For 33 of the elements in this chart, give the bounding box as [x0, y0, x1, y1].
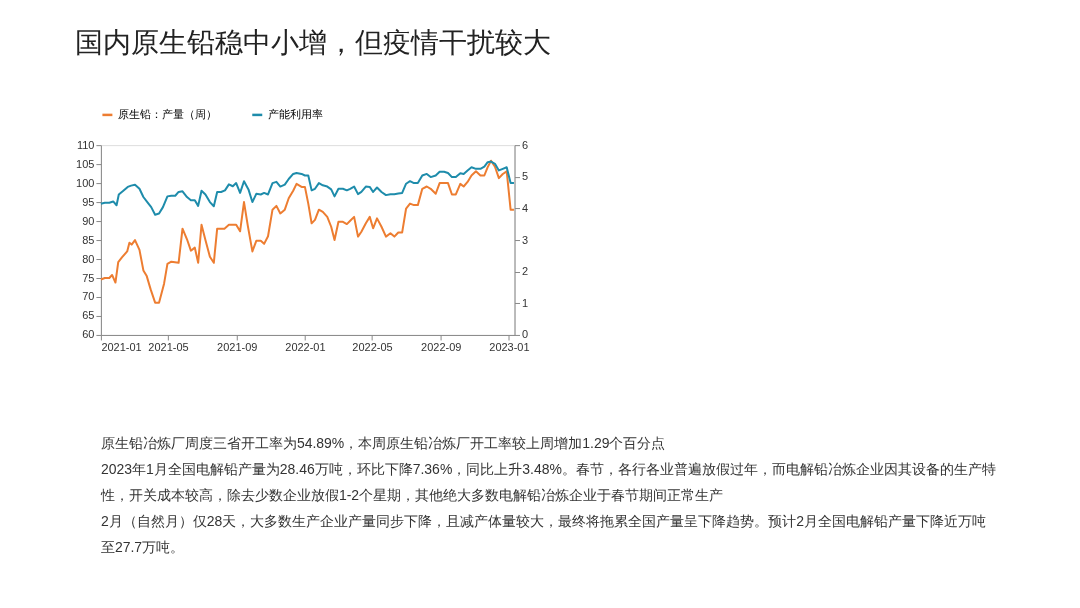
x-tick-label: 2021-05 [148, 341, 189, 354]
y-tick-label: 75 [82, 271, 95, 284]
y-tick-label: 95 [82, 195, 95, 208]
x-tick-label: 2022-05 [352, 341, 393, 354]
y-tick-label: 85 [82, 233, 95, 246]
line-series [99, 160, 515, 216]
x-tick-label: 2022-01 [285, 341, 326, 354]
y-tick-label: 110 [76, 138, 95, 151]
y2-tick-label: 6 [522, 138, 529, 151]
y2-tick-label: 3 [522, 233, 529, 246]
y-tick-label: 105 [76, 157, 95, 170]
x-tick-label: 2023-01 [489, 341, 530, 354]
y2-tick-label: 5 [522, 170, 529, 183]
text: 2月（自然月）仅28天，大多数生产企业产量同步下降，且减产体量较大，最终将拖累全国产量呈下降趋势。预计2月全国电解铅产量下降近万吨至27.7万吨。 [100, 512, 986, 555]
y-tick-label: 60 [82, 328, 95, 341]
x-tick-label: 2021-09 [217, 341, 258, 354]
text: 2023年1月全国电解铅产量为28.46万吨，环比下降7.36%，同比上升3.48%。春节，各行各业普遍放假过年，而电解铅冶炼企业因其设备的生产特性，开关成本较高，除去少数企业放假1-2个星期，其他绝大多数电解铅冶炼企业于春节期间正常生产 [99, 460, 996, 503]
y2-tick-label: 0 [522, 328, 529, 341]
y-tick-label: 90 [82, 214, 95, 227]
y-tick-label: 70 [82, 290, 95, 303]
x-tick-label: 2021-01 [101, 341, 142, 354]
y2-tick-label: 2 [522, 265, 529, 278]
legend-label: 原生铅：产量（周） [117, 107, 217, 120]
text: 原生铅冶炼厂周度三省开工率为54.89%，本周原生铅冶炼厂开工率较上周增加1.29个百分点 [100, 434, 666, 451]
x-tick-label: 2022-09 [421, 341, 462, 354]
chart-title: 国内原生铅稳中小增，但疫情干扰较大 [75, 27, 552, 59]
y-tick-label: 100 [76, 176, 95, 189]
y-tick-label: 65 [82, 309, 95, 322]
line-series [99, 159, 515, 304]
y-tick-label: 80 [82, 252, 95, 265]
y2-tick-label: 1 [522, 296, 529, 309]
legend-label: 产能利用率 [267, 107, 323, 120]
y2-tick-label: 4 [522, 201, 529, 214]
